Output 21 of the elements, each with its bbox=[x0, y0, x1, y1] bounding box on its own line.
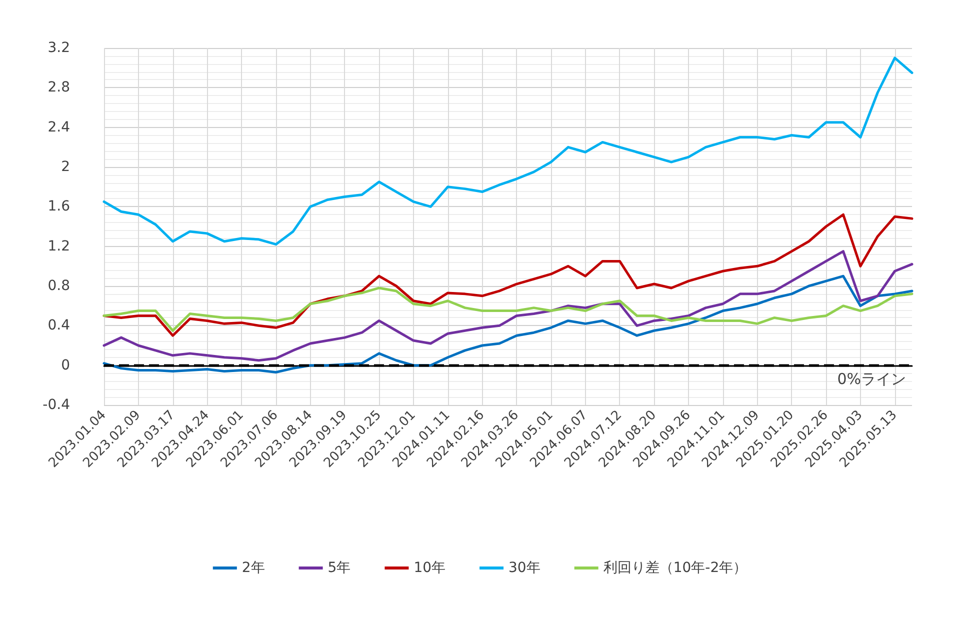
line-series bbox=[102, 213, 914, 337]
y-tick-label: 3.2 bbox=[48, 40, 70, 56]
legend-label: 2年 bbox=[242, 560, 265, 576]
legend-label: 5年 bbox=[328, 560, 351, 576]
line-series bbox=[102, 286, 914, 332]
y-tick-label: 2.4 bbox=[48, 119, 70, 136]
line-series bbox=[102, 250, 914, 362]
y-tick-label: 2.8 bbox=[48, 80, 70, 96]
y-tick-label: 2 bbox=[61, 159, 70, 175]
legend-label: 利回り差（10年-2年） bbox=[603, 560, 748, 576]
line-series bbox=[102, 56, 914, 246]
legend-label: 10年 bbox=[414, 560, 446, 576]
y-tick-label: 0.4 bbox=[48, 318, 70, 334]
legend-label: 30年 bbox=[508, 560, 540, 576]
y-tick-label: 0 bbox=[61, 357, 70, 374]
y-tick-label: 1.2 bbox=[48, 238, 70, 254]
y-tick-label: -0.4 bbox=[42, 397, 70, 413]
y-tick-label: 0.8 bbox=[48, 278, 70, 294]
line-series bbox=[102, 274, 914, 374]
y-tick-label: 1.6 bbox=[48, 198, 70, 215]
ref-line-label: 0%ライン bbox=[837, 370, 906, 388]
